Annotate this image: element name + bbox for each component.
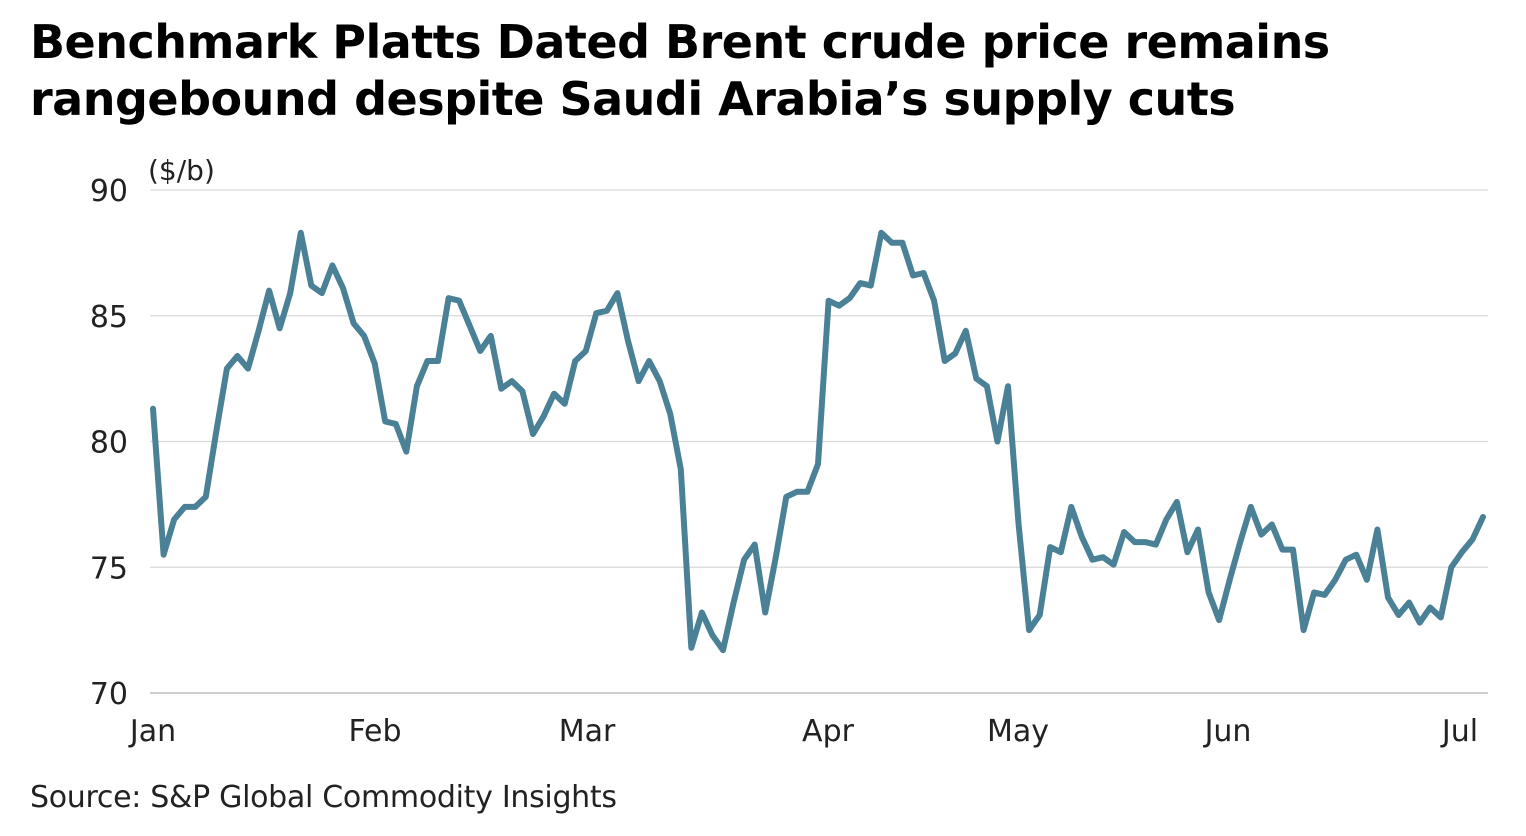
y-tick-label-80: 80 [90,426,128,461]
y-tick-label-85: 85 [90,300,128,335]
x-tick-label-apr: Apr [802,714,855,749]
x-tick-label-mar: Mar [559,714,616,749]
series-line-0 [150,229,1486,654]
y-axis-unit-label: ($/b) [148,154,215,187]
y-tick-label-70: 70 [90,677,128,712]
y-tick-label-90: 90 [90,174,128,209]
y-axis-tick-labels: 70 75 80 85 90 [90,174,128,712]
source-note: Source: S&P Global Commodity Insights [30,780,617,815]
x-tick-label-jan: Jan [128,714,176,749]
x-tick-label-may: May [987,714,1049,749]
chart-title: Benchmark Platts Dated Brent crude price… [30,15,1330,126]
line-chart: 70 75 80 85 90 Jan Feb Mar Apr May Jun Jul ($/b) [90,154,1488,749]
series-group [150,229,1486,654]
y-tick-label-75: 75 [90,551,128,586]
x-tick-label-feb: Feb [348,714,401,749]
x-axis-tick-labels: Jan Feb Mar Apr May Jun Jul [128,714,1478,749]
x-tick-label-jul: Jul [1440,714,1478,749]
x-tick-label-jun: Jun [1203,714,1252,749]
